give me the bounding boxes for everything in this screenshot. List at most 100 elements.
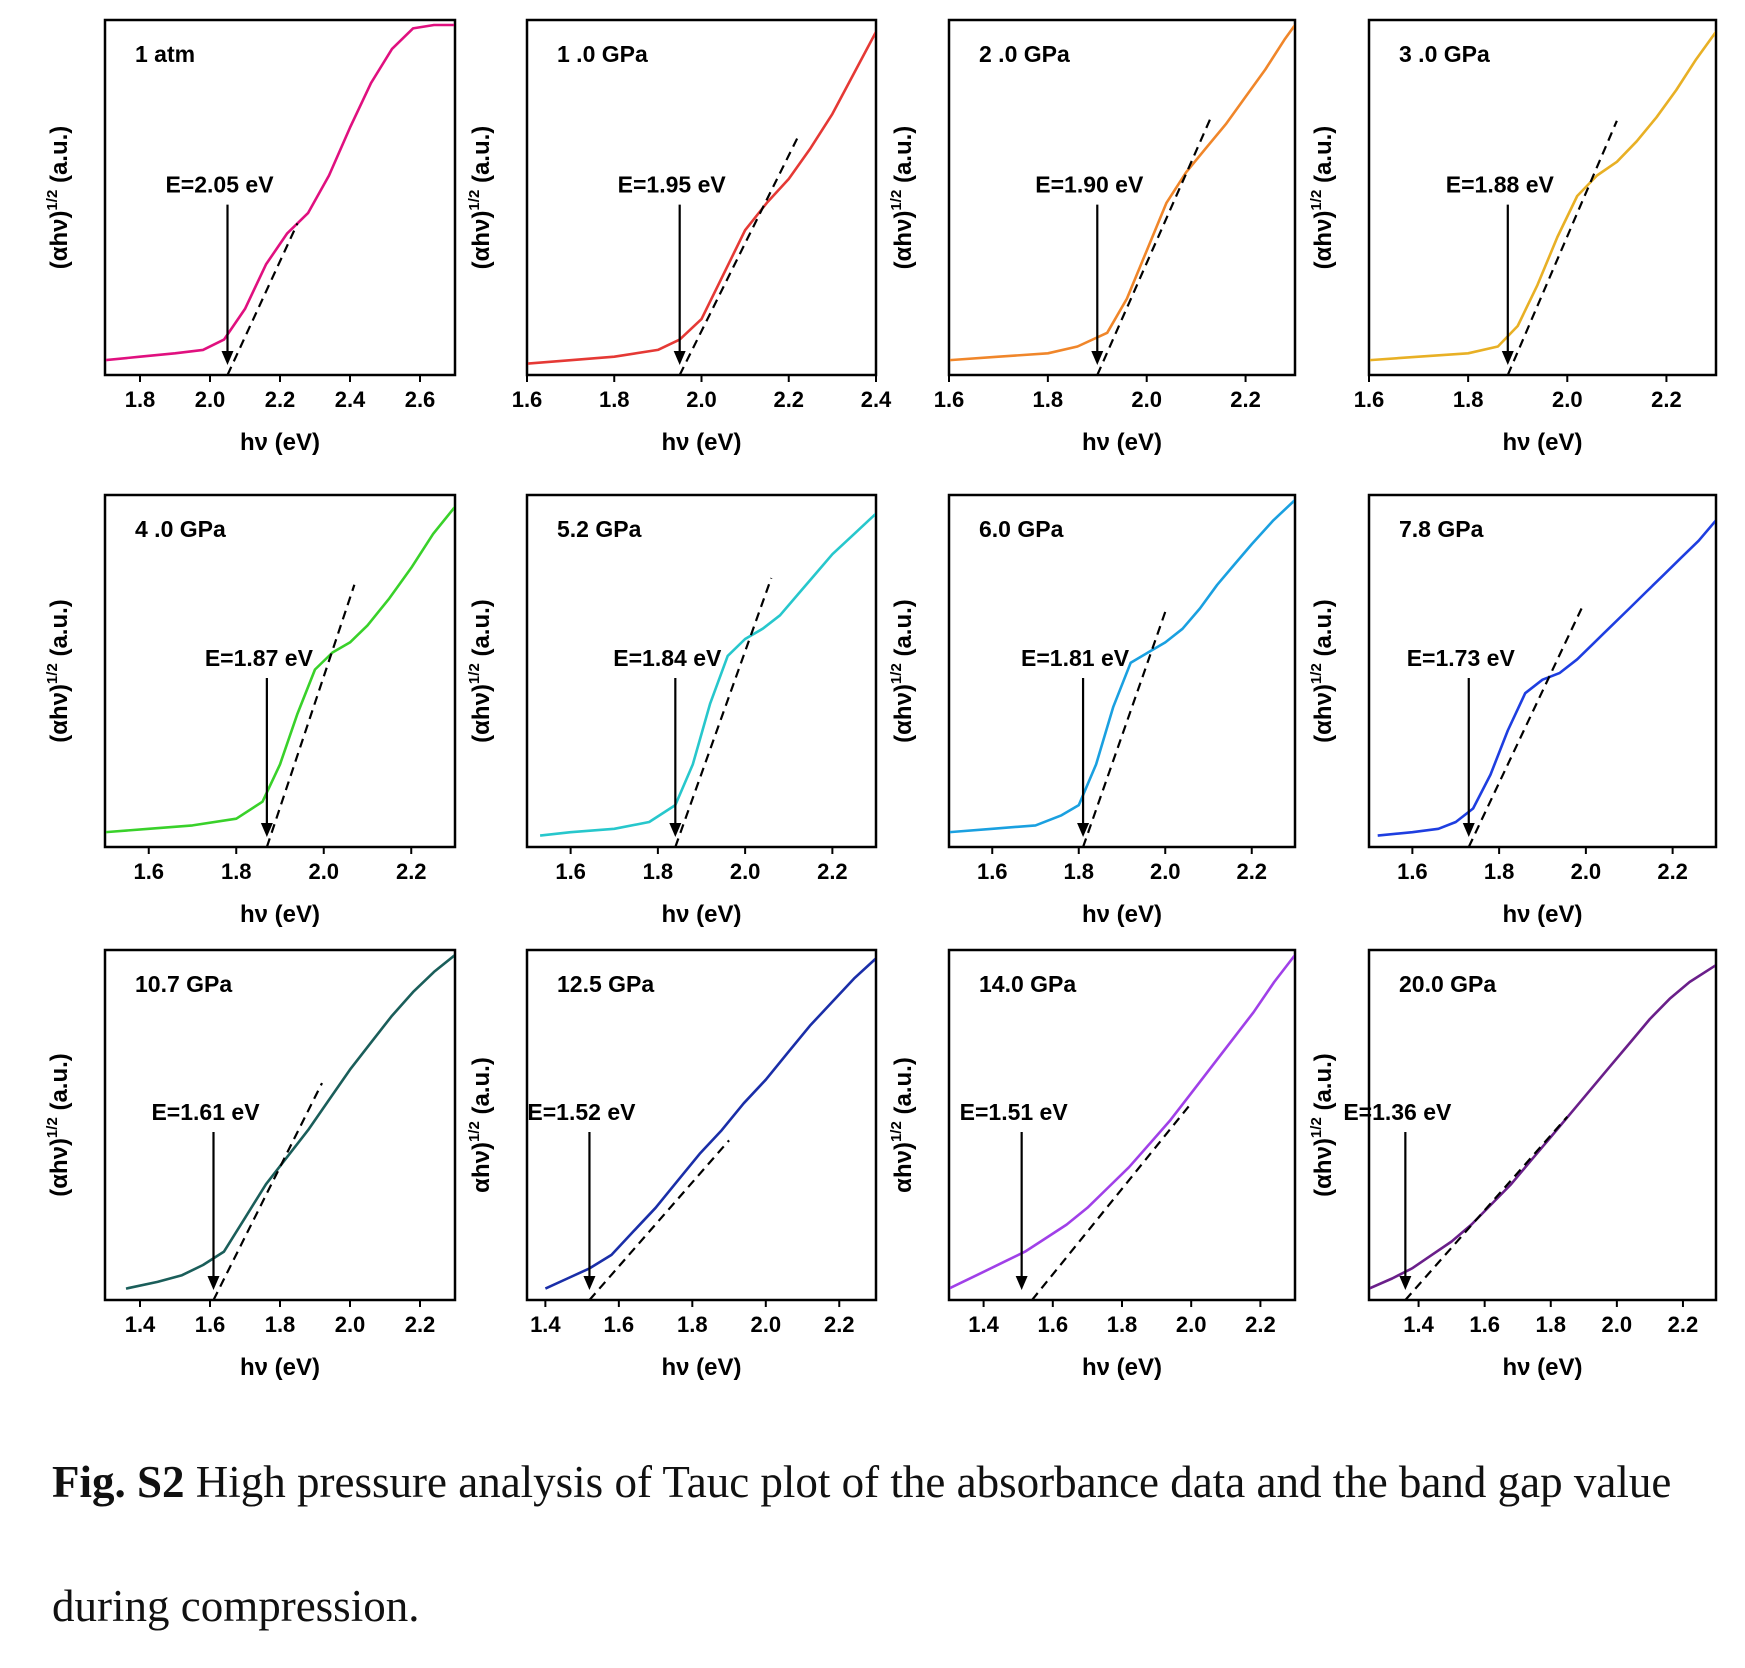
x-tick-label: 1.8 (1107, 1312, 1138, 1337)
absorbance-curve (1370, 31, 1715, 362)
x-tick-label: 2.2 (817, 859, 848, 884)
x-tick-label: 2.0 (1552, 387, 1583, 412)
x-tick-label: 1.6 (555, 859, 586, 884)
tauc-fit-line (1082, 611, 1167, 846)
x-tick-label: 1.6 (1397, 859, 1428, 884)
absorbance-curve (950, 499, 1294, 834)
caption-label: Fig. S2 (52, 1457, 185, 1507)
y-axis-label: (αhν)1/2 (a.u.) (466, 599, 495, 743)
gap-arrow-head (207, 1276, 220, 1290)
band-gap-label: E=1.51 eV (960, 1099, 1069, 1125)
absorbance-curve (125, 954, 454, 1290)
tauc-fit-line (1096, 116, 1212, 374)
x-tick-label: 2.2 (773, 387, 804, 412)
tauc-panel: 1.6 1.8 2.0 2.2 hν (eV) (αhν)1/2 (a.u.) 4 .0 G… (44, 493, 457, 928)
plot-frame (1367, 948, 1718, 1302)
y-axis-label: (αhν)1/2 (a.u.) (44, 126, 73, 270)
x-tick-label: 2.0 (335, 1312, 366, 1337)
y-axis-label: αhν)1/2 (a.u.) (466, 1057, 495, 1193)
x-tick-label: 2.2 (405, 1312, 436, 1337)
absorbance-curve (544, 957, 875, 1290)
x-tick-label: 2.0 (1176, 1312, 1207, 1337)
absorbance-curve (950, 954, 1294, 1290)
plot-frame (103, 18, 457, 377)
panel-title: 5.2 GPa (557, 516, 642, 542)
tauc-fit-line (266, 584, 356, 846)
band-gap-label: E=1.88 eV (1446, 172, 1555, 198)
x-tick-label: 1.4 (530, 1312, 561, 1337)
x-tick-label: 2.2 (1236, 859, 1267, 884)
absorbance-curve (1370, 964, 1715, 1290)
panel-title: 14.0 GPa (979, 971, 1076, 997)
tauc-fit-line (1404, 1116, 1569, 1299)
band-gap-label: E=1.95 eV (618, 172, 727, 198)
gap-arrow-head (1462, 823, 1475, 837)
y-axis-label: (αhν)1/2 (a.u.) (1308, 126, 1337, 270)
panel-title: 6.0 GPa (979, 516, 1064, 542)
x-tick-label: 1.8 (265, 1312, 296, 1337)
band-gap-label: E=1.61 eV (151, 1099, 260, 1125)
plot-frame (947, 18, 1297, 377)
tauc-panel: 1.6 1.8 2.0 2.2 hν (eV) (αhν)1/2 (a.u.) 3 .0 G… (1308, 18, 1718, 456)
x-tick-label: 1.6 (512, 387, 543, 412)
x-tick-label: 1.6 (977, 859, 1008, 884)
gap-arrow-head (583, 1276, 596, 1290)
caption-text: High pressure analysis of Tauc plot of t… (52, 1457, 1672, 1631)
y-axis-label: (αhν)1/2 (a.u.) (44, 599, 73, 743)
band-gap-label: E=2.05 eV (165, 172, 274, 198)
plot-frame (525, 948, 878, 1302)
x-tick-label: 2.0 (1150, 859, 1181, 884)
panel-title: 2 .0 GPa (979, 41, 1070, 67)
tauc-panel: 1.6 1.8 2.0 2.2 hν (eV) (αhν)1/2 (a.u.) 7.8 GP… (1308, 493, 1718, 928)
x-tick-label: 1.8 (1033, 387, 1064, 412)
x-tick-label: 1.8 (1484, 859, 1515, 884)
y-axis-label: (αhν)1/2 (a.u.) (1308, 599, 1337, 743)
gap-arrow-head (669, 823, 682, 837)
x-tick-label: 1.8 (221, 859, 252, 884)
x-tick-label: 2.0 (195, 387, 226, 412)
tauc-plot-figure: 1.8 2.0 2.2 2.4 2.6 hν (eV) (αhν)1/2 (a.u.) 1 a… (44, 18, 1718, 1381)
x-axis-label: hν (eV) (1082, 901, 1162, 928)
tauc-fit-line (588, 1139, 730, 1299)
absorbance-curve (950, 24, 1294, 362)
absorbance-curve (106, 23, 454, 362)
panel-title: 1 .0 GPa (557, 41, 648, 67)
x-axis-label: hν (eV) (240, 1354, 320, 1381)
tauc-panel: 1.6 1.8 2.0 2.2 hν (eV) (αhν)1/2 (a.u.) 6.0 GP… (888, 493, 1297, 928)
x-tick-label: 2.2 (396, 859, 427, 884)
band-gap-label: E=1.36 eV (1343, 1099, 1452, 1125)
x-tick-label: 1.6 (934, 387, 965, 412)
gap-arrow-head (1399, 1276, 1412, 1290)
x-tick-label: 2.0 (1602, 1312, 1633, 1337)
panel-title: 20.0 GPa (1399, 971, 1496, 997)
plot-frame (103, 493, 457, 849)
x-tick-label: 2.2 (265, 387, 296, 412)
tauc-fit-line (1031, 1102, 1193, 1299)
tauc-panel: 1.4 1.6 1.8 2.0 2.2 hν (eV) (αhν)1/2 (a.u.) 20.… (1308, 948, 1718, 1381)
x-tick-label: 1.8 (643, 859, 674, 884)
figure-caption: Fig. S2 High pressure analysis of Tauc p… (52, 1420, 1712, 1668)
gap-arrow-head (1091, 351, 1104, 365)
tauc-panel: 1.6 1.8 2.0 2.2 2.4 hν (eV) (αhν)1/2 (a.u.) 1 .… (466, 18, 892, 456)
band-gap-label: E=1.84 eV (613, 645, 722, 671)
plot-frame (1367, 493, 1718, 849)
band-gap-label: E=1.81 eV (1021, 645, 1130, 671)
x-tick-label: 2.0 (1131, 387, 1162, 412)
x-tick-label: 2.2 (1230, 387, 1261, 412)
y-axis-label: (αhν)1/2 (a.u.) (888, 599, 917, 743)
y-axis-label: (αhν)1/2 (a.u.) (1308, 1053, 1337, 1197)
gap-arrow-head (1501, 351, 1514, 365)
x-axis-label: hν (eV) (240, 429, 320, 456)
gap-arrow-head (673, 351, 686, 365)
tauc-panel: 1.4 1.6 1.8 2.0 2.2 hν (eV) αhν)1/2 (a.u.) 12.5… (466, 948, 878, 1381)
x-tick-label: 2.0 (750, 1312, 781, 1337)
x-axis-label: hν (eV) (240, 901, 320, 928)
x-tick-label: 2.0 (686, 387, 717, 412)
band-gap-label: E=1.87 eV (205, 645, 314, 671)
y-axis-label: (αhν)1/2 (a.u.) (888, 126, 917, 270)
panel-title: 1 atm (135, 41, 195, 67)
x-tick-label: 2.2 (1245, 1312, 1276, 1337)
x-axis-label: hν (eV) (1502, 1354, 1582, 1381)
x-tick-label: 2.2 (824, 1312, 855, 1337)
x-tick-label: 1.8 (125, 387, 156, 412)
